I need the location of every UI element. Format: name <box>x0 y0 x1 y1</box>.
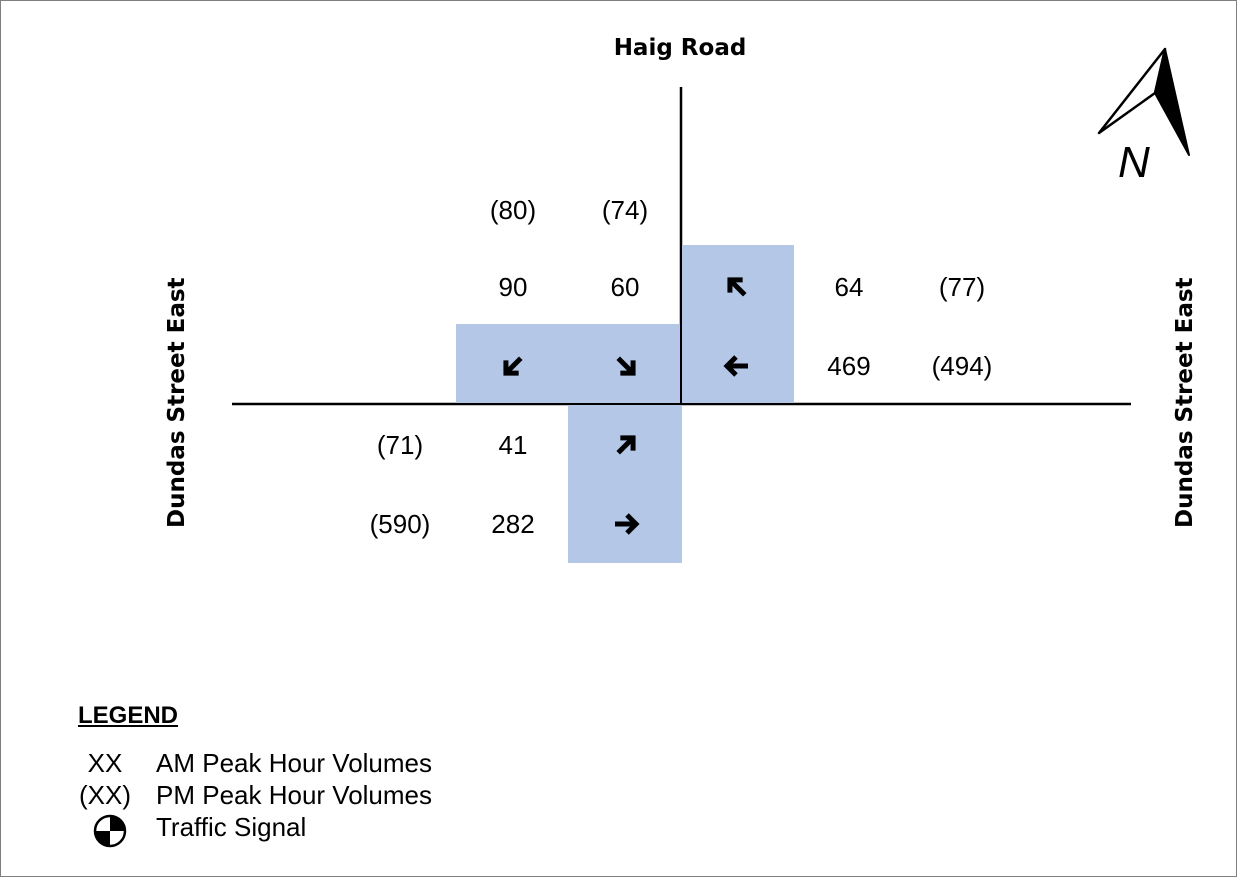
arrow-left-icon <box>723 355 748 377</box>
wb-through-am: 469 <box>827 351 871 381</box>
road-label-north: Haig Road <box>613 35 747 61</box>
road-label-east: Dundas Street East <box>1172 277 1198 528</box>
eb-through-pm: (590) <box>369 509 431 539</box>
sb-right-am: 90 <box>498 272 528 302</box>
sb-left-am: 60 <box>610 272 640 302</box>
wb-right-am: 64 <box>834 272 864 302</box>
north-label: N <box>1118 138 1150 187</box>
shade-southbound <box>456 324 680 403</box>
legend-symbol-pm: (XX) <box>79 780 131 810</box>
eb-left-am: 41 <box>498 430 528 460</box>
arrow-up-right-icon <box>616 435 636 455</box>
arrow-right-icon <box>615 513 640 535</box>
legend-symbol-am: XX <box>87 748 123 778</box>
shade-westbound <box>682 245 794 403</box>
eb-through-am: 282 <box>491 509 535 539</box>
legend-label-pm: PM Peak Hour Volumes <box>156 780 433 810</box>
legend-label-signal: Traffic Signal <box>156 812 307 842</box>
shade-eastbound <box>568 405 682 563</box>
legend-label-am: AM Peak Hour Volumes <box>156 748 433 778</box>
wb-right-pm: (77) <box>938 272 986 302</box>
arrow-down-left-icon <box>503 356 523 376</box>
eb-left-pm: (71) <box>376 430 424 460</box>
wb-through-pm: (494) <box>931 351 993 381</box>
arrow-up-left-icon <box>727 277 747 297</box>
traffic-signal-icon <box>93 814 127 848</box>
road-label-west: Dundas Street East <box>164 277 190 528</box>
legend-title: LEGEND <box>78 702 179 729</box>
north-arrow-icon <box>1097 47 1190 156</box>
arrow-down-right-icon <box>616 356 636 376</box>
sb-right-pm: (80) <box>489 195 537 225</box>
sb-left-pm: (74) <box>601 195 649 225</box>
